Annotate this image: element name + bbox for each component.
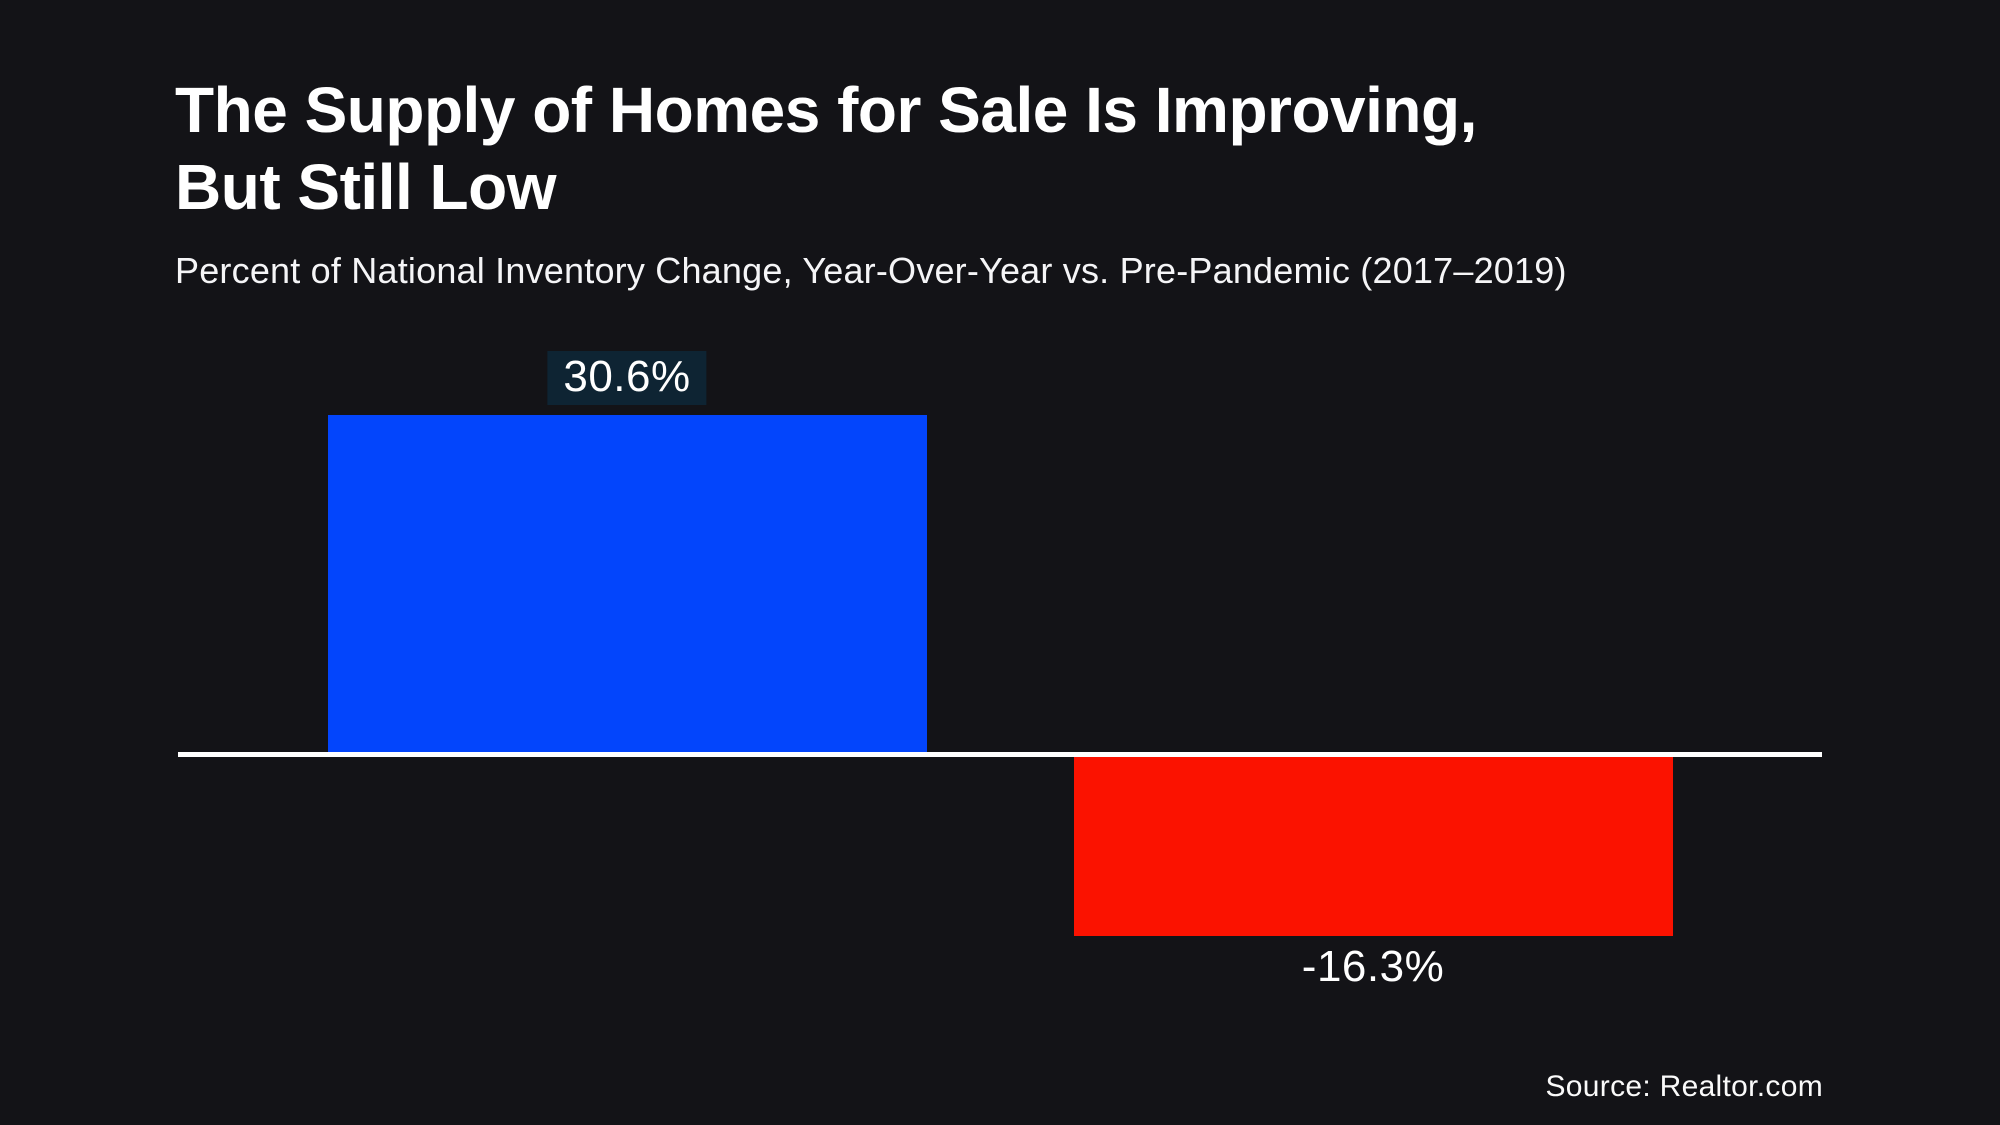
bar-positive (328, 415, 927, 752)
chart-title-line-2: But Still Low (175, 151, 557, 223)
chart-subtitle: Percent of National Inventory Change, Ye… (175, 250, 1567, 291)
bar-negative (1074, 757, 1673, 936)
positive-value-badge: 30.6% (547, 351, 707, 405)
zero-baseline (178, 752, 1822, 757)
source-attribution: Source: Realtor.com (1545, 1070, 1823, 1103)
positive-value-label: 30.6% (563, 352, 691, 401)
negative-value-label: -16.3% (1301, 942, 1445, 991)
chart-title-line-1: The Supply of Homes for Sale Is Improvin… (175, 74, 1477, 146)
chart-title: The Supply of Homes for Sale Is Improvin… (175, 72, 1875, 226)
